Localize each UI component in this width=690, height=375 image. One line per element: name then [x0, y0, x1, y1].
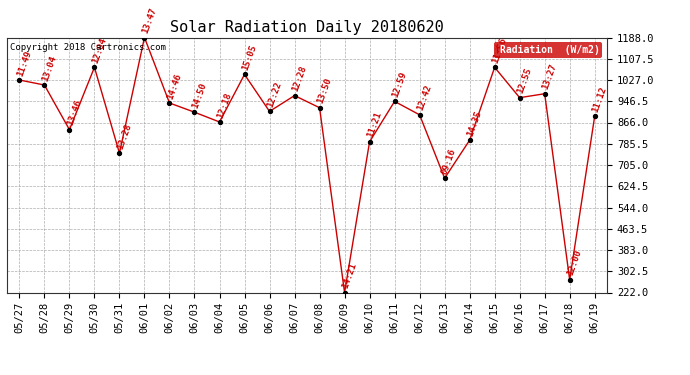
Point	[189, 109, 200, 115]
Text: 13:28: 13:28	[115, 122, 132, 150]
Title: Solar Radiation Daily 20180620: Solar Radiation Daily 20180620	[170, 20, 444, 35]
Point	[564, 277, 575, 283]
Point	[364, 139, 375, 145]
Point	[64, 127, 75, 133]
Text: 11:56: 11:56	[491, 36, 508, 64]
Text: 12:04: 12:04	[90, 36, 108, 64]
Text: 13:50: 13:50	[315, 76, 333, 105]
Point	[589, 113, 600, 119]
Text: 11:49: 11:49	[15, 49, 32, 77]
Text: 12:22: 12:22	[265, 80, 283, 109]
Text: 14:21: 14:21	[340, 261, 358, 290]
Point	[389, 98, 400, 104]
Text: 12:55: 12:55	[515, 67, 533, 95]
Point	[289, 93, 300, 99]
Point	[539, 91, 550, 97]
Text: Copyright 2018 Cartronics.com: Copyright 2018 Cartronics.com	[10, 43, 166, 52]
Point	[439, 175, 450, 181]
Text: 14:50: 14:50	[190, 81, 208, 110]
Text: 13:46: 13:46	[65, 99, 83, 127]
Point	[89, 64, 100, 70]
Legend: Radiation  (W/m2): Radiation (W/m2)	[494, 42, 602, 58]
Text: 12:18: 12:18	[215, 91, 233, 119]
Point	[139, 34, 150, 40]
Point	[164, 100, 175, 106]
Point	[464, 137, 475, 143]
Text: 09:16: 09:16	[440, 147, 458, 176]
Text: 12:59: 12:59	[391, 70, 408, 99]
Point	[514, 94, 525, 100]
Point	[39, 82, 50, 88]
Point	[489, 64, 500, 70]
Point	[414, 112, 425, 118]
Point	[14, 77, 25, 83]
Text: 14:35: 14:35	[465, 109, 483, 137]
Text: 11:21: 11:21	[365, 111, 383, 139]
Text: 15:05: 15:05	[240, 44, 258, 72]
Point	[314, 105, 325, 111]
Text: 12:42: 12:42	[415, 84, 433, 112]
Point	[239, 72, 250, 78]
Text: 12:28: 12:28	[290, 64, 308, 93]
Text: 14:46: 14:46	[165, 72, 183, 100]
Text: 13:27: 13:27	[540, 63, 558, 91]
Text: 11:12: 11:12	[591, 85, 608, 113]
Point	[264, 108, 275, 114]
Text: 13:04: 13:04	[40, 54, 58, 82]
Text: 12:00: 12:00	[565, 249, 583, 277]
Point	[114, 150, 125, 156]
Point	[339, 290, 350, 296]
Point	[214, 119, 225, 125]
Text: 13:47: 13:47	[140, 6, 158, 35]
